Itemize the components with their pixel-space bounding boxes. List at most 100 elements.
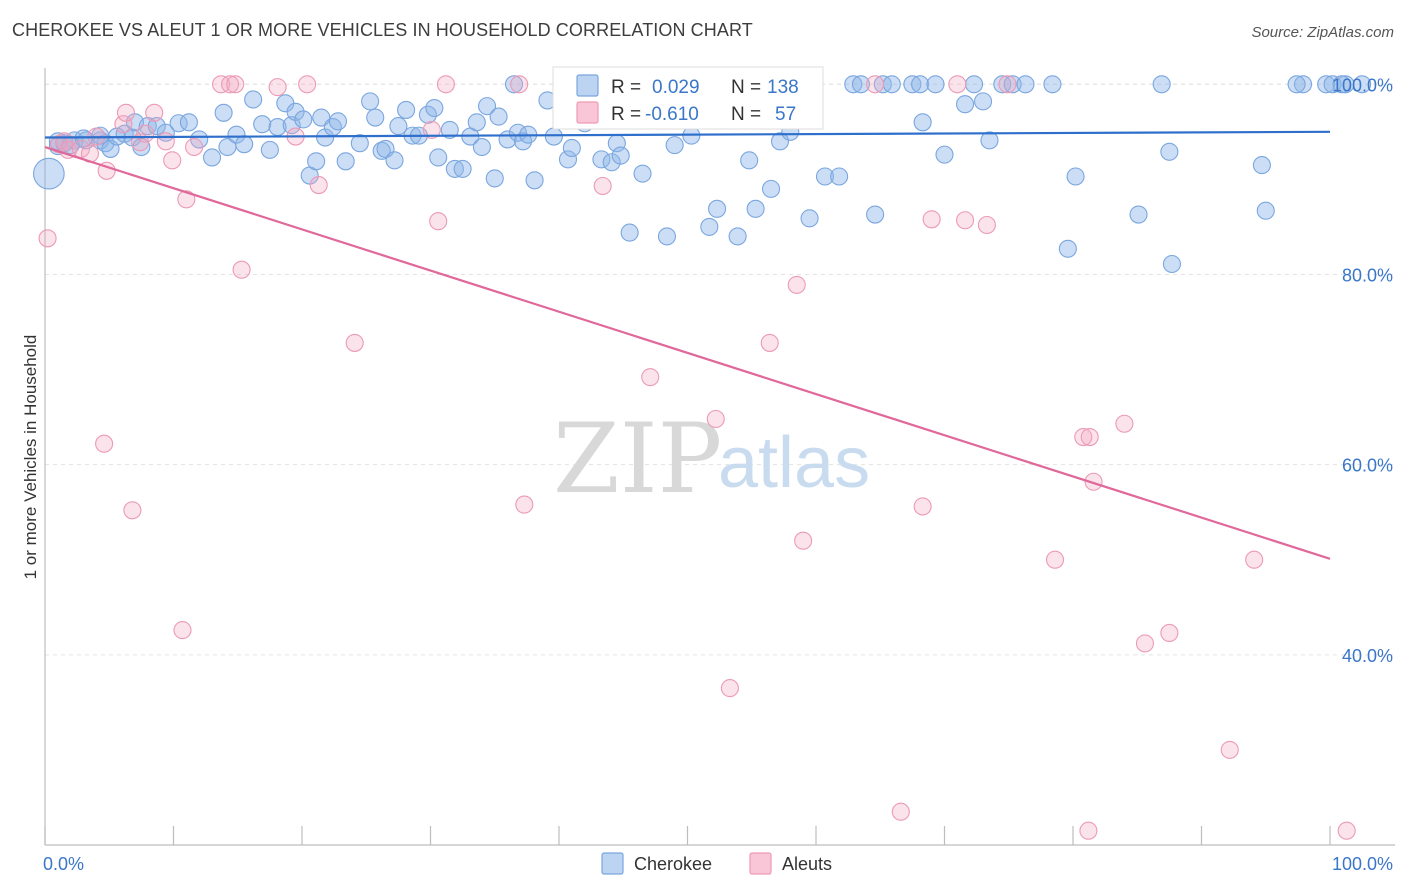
- aleuts-point-21: [220, 75, 240, 94]
- cherokee-r-value: 0.029: [652, 77, 700, 98]
- cherokee-point-124: [1162, 254, 1181, 274]
- y-tick-label-2: 80.0%: [1342, 265, 1393, 285]
- cherokee-point-88: [708, 199, 727, 218]
- aleuts-point-46: [913, 497, 932, 516]
- aleuts-point-16: [163, 151, 182, 170]
- aleuts-point-7: [95, 434, 114, 453]
- cherokee-point-51: [429, 148, 448, 167]
- cherokee-point-125: [1256, 201, 1275, 220]
- y-axis-label: 1 or more Vehicles in Household: [21, 335, 40, 580]
- cherokee-point-116: [1003, 75, 1022, 94]
- cherokee-point-35: [316, 128, 335, 147]
- cherokee-point-106: [903, 75, 922, 94]
- cherokee-point-33: [307, 152, 326, 171]
- aleuts-point-36: [641, 368, 660, 387]
- cherokee-n-label: N =: [731, 77, 761, 98]
- aleuts-point-11: [123, 501, 142, 520]
- cherokee-point-111: [956, 95, 975, 114]
- cherokee-point-40: [361, 92, 380, 111]
- aleuts-point-28: [345, 333, 364, 352]
- cherokee-point-29: [282, 116, 301, 135]
- cherokee-point-70: [558, 150, 578, 169]
- aleuts-point-47: [922, 210, 941, 229]
- cherokee-point-121: [1129, 205, 1148, 224]
- cherokee-point-127: [1317, 75, 1336, 94]
- cherokee-point-52: [440, 120, 459, 139]
- cherokee-point-37: [328, 112, 348, 131]
- legend-aleuts-swatch: [749, 852, 772, 875]
- cherokee-point-123: [1160, 142, 1179, 161]
- cherokee-point-31: [294, 110, 313, 129]
- aleuts-point-17: [173, 621, 192, 640]
- aleuts-point-58: [1160, 623, 1179, 642]
- aleuts-point-14: [145, 103, 164, 122]
- cherokee-r-label: R =: [611, 77, 641, 98]
- trend-lines: [44, 130, 1331, 560]
- aleuts-point-54: [1080, 428, 1099, 447]
- cherokee-n-value: 138: [767, 77, 799, 98]
- aleuts-point-44: [866, 75, 885, 94]
- cherokee-point-118: [1043, 75, 1062, 94]
- aleuts-n-value: 57: [775, 104, 796, 125]
- cherokee-point-75: [602, 153, 621, 172]
- aleuts-point-48: [948, 75, 967, 94]
- cherokee-point-137: [1252, 156, 1271, 175]
- cherokee-point-49: [418, 105, 437, 124]
- cherokee-point-108: [913, 113, 932, 132]
- cherokee-point-17: [179, 113, 198, 132]
- cherokee-point-105: [882, 75, 901, 94]
- aleuts-point-33: [515, 495, 534, 514]
- aleuts-point-53: [1074, 428, 1093, 447]
- cherokee-point-0: [33, 157, 65, 190]
- aleuts-point-52: [1045, 550, 1065, 569]
- aleuts-point-57: [1135, 634, 1155, 653]
- aleuts-point-9: [114, 115, 133, 134]
- x-tick-label-0: 0.0%: [43, 854, 84, 874]
- aleuts-point-24: [268, 78, 287, 97]
- cherokee-point-78: [620, 223, 639, 242]
- axes: [44, 68, 1395, 846]
- aleuts-point-18: [177, 190, 196, 209]
- y-tick-label-0: 40.0%: [1342, 646, 1393, 666]
- aleuts-swatch: [576, 101, 599, 124]
- legend-cherokee-swatch: [601, 852, 624, 875]
- cherokee-point-38: [336, 152, 355, 171]
- aleuts-trend-line: [44, 145, 1331, 560]
- cherokee-point-117: [1016, 75, 1035, 94]
- cherokee-point-129: [1287, 75, 1306, 94]
- aleuts-point-49: [956, 211, 975, 230]
- aleuts-point-31: [436, 75, 455, 94]
- y-tick-labels: 40.0% 60.0% 80.0% 100.0%: [1332, 75, 1393, 666]
- aleuts-point-26: [298, 75, 317, 94]
- cherokee-point-30: [286, 102, 305, 121]
- cherokee-point-45: [389, 117, 408, 136]
- aleuts-point-39: [720, 679, 739, 698]
- aleuts-point-60: [1245, 550, 1264, 569]
- cherokee-point-100: [830, 167, 849, 186]
- cherokee-point-91: [740, 151, 759, 170]
- aleuts-point-62: [1079, 821, 1098, 840]
- cherokee-point-59: [485, 169, 504, 188]
- aleuts-point-22: [226, 75, 245, 94]
- cherokee-point-26: [260, 140, 279, 159]
- cherokee-point-54: [453, 159, 472, 178]
- legend-aleuts-label: Aleuts: [782, 854, 832, 874]
- cherokee-point-57: [472, 137, 491, 157]
- aleuts-n-label: N =: [731, 104, 761, 125]
- cherokee-point-44: [385, 151, 404, 170]
- cherokee-point-99: [815, 167, 835, 186]
- cherokee-point-50: [425, 98, 444, 118]
- cherokee-point-101: [844, 75, 863, 94]
- aleuts-point-23: [232, 260, 251, 279]
- cherokee-point-53: [445, 159, 464, 178]
- aleuts-r-value: -0.610: [645, 104, 699, 125]
- x-tick-labels: 0.0% 100.0%: [43, 854, 1393, 874]
- cherokee-point-56: [467, 113, 486, 132]
- cherokee-point-58: [477, 97, 497, 116]
- cherokee-point-74: [592, 150, 611, 169]
- stats-box: R = 0.029 N = 138 R = -0.610 N = 57: [552, 66, 824, 130]
- watermark-atlas: atlas: [718, 423, 870, 503]
- cherokee-point-132: [1332, 75, 1351, 94]
- cherokee-point-24: [244, 90, 263, 109]
- cherokee-point-46: [397, 100, 416, 119]
